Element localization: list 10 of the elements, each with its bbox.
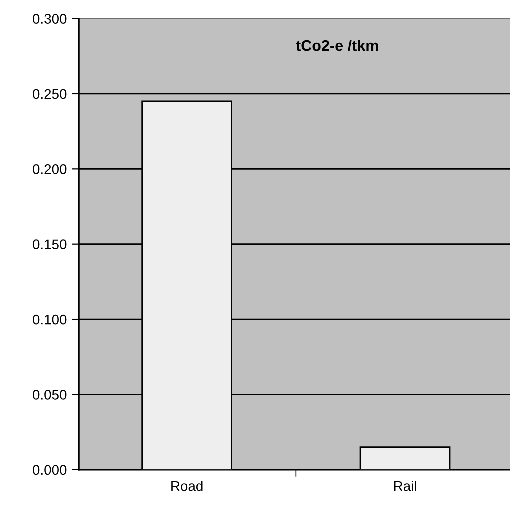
y-tick-label: 0.250 bbox=[33, 89, 67, 100]
x-tick-label: Rail bbox=[394, 481, 416, 492]
text: tCo2-e /tkm bbox=[296, 40, 378, 52]
y-tick-label: 0.000 bbox=[33, 465, 67, 476]
y-tick-label: 0.300 bbox=[33, 14, 67, 24]
y-tick-label: 0.100 bbox=[33, 314, 67, 325]
y-tick-label: 0.050 bbox=[33, 390, 67, 400]
y-tick-label: 0.200 bbox=[33, 164, 67, 174]
x-tick-label: Road bbox=[172, 481, 203, 492]
y-tick-label: 0.150 bbox=[33, 240, 67, 250]
